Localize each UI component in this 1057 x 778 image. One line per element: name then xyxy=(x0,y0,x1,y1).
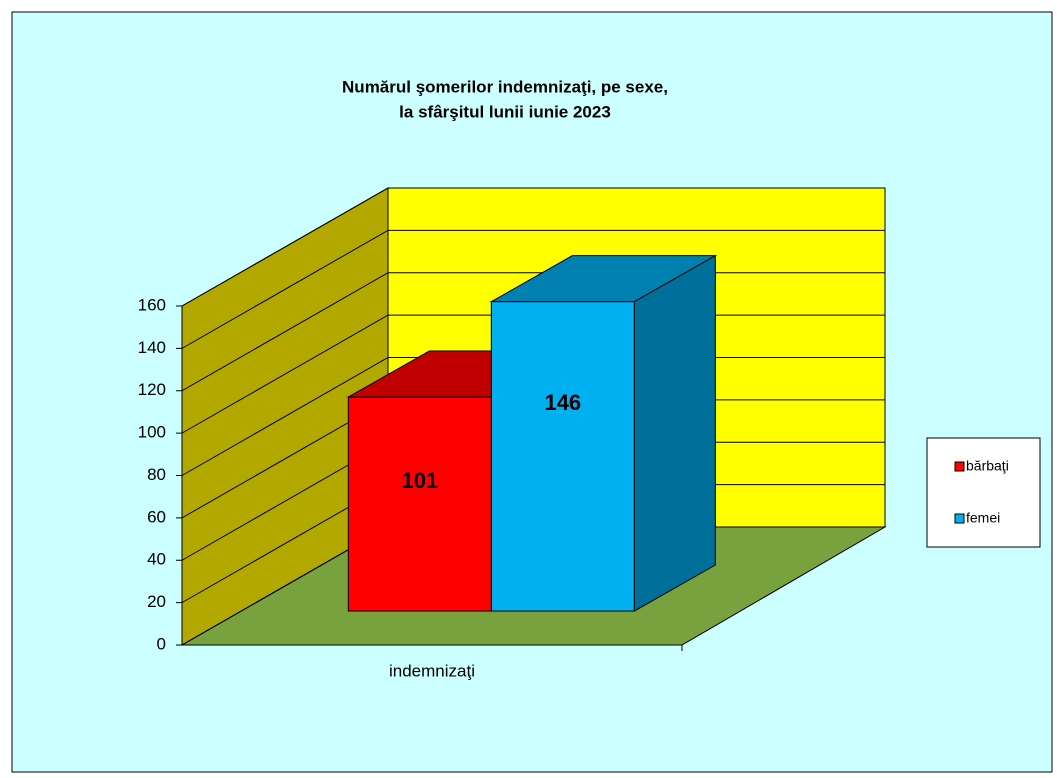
y-tick-label: 0 xyxy=(157,634,166,653)
grid-line xyxy=(181,314,389,434)
legend-label: bărbaţi xyxy=(966,458,1009,474)
grid-line xyxy=(181,229,389,349)
y-tick-label: 40 xyxy=(147,550,166,569)
y-tick-label: 160 xyxy=(138,295,166,314)
y-tick-label: 60 xyxy=(147,507,166,526)
legend-swatch xyxy=(954,461,965,472)
y-tick-label: 20 xyxy=(147,592,166,611)
data-label: 146 xyxy=(544,390,581,415)
grid-line xyxy=(181,357,389,476)
bar-side xyxy=(633,254,716,612)
y-tick-label: 120 xyxy=(138,380,166,399)
grid-line xyxy=(181,187,389,307)
bar xyxy=(490,301,635,612)
chart-title: Numărul şomerilor indemnizaţi, pe sexe, xyxy=(342,77,668,96)
grid-line xyxy=(181,272,389,392)
y-tick-label: 140 xyxy=(138,338,166,357)
legend xyxy=(926,437,1041,548)
legend-swatch xyxy=(954,513,965,524)
chart-title: la sfârşitul lunii iunie 2023 xyxy=(399,102,611,121)
data-label: 101 xyxy=(401,468,438,493)
bar xyxy=(347,396,492,612)
legend-label: femei xyxy=(966,510,1000,526)
y-tick-label: 100 xyxy=(138,423,166,442)
x-tick-label: indemnizaţi xyxy=(389,661,475,680)
y-tick-label: 80 xyxy=(147,465,166,484)
